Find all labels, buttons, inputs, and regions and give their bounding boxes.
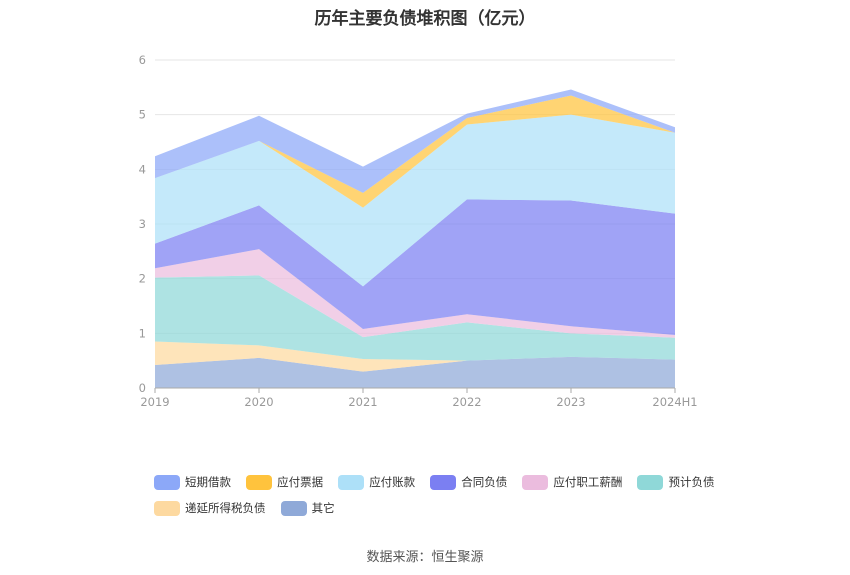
legend-label: 其它 — [311, 501, 335, 515]
legend-item-short-term-loans[interactable]: 短期借款 — [154, 472, 231, 492]
area-series — [155, 341, 675, 372]
x-tick-label: 2021 — [348, 395, 377, 409]
area-series — [155, 249, 675, 338]
data-source: 数据来源：恒生聚源 — [366, 550, 484, 565]
legend: 短期借款 应付票据 应付账款 合同负债 应付职工薪酬 预计负债 递延所得税负债 … — [154, 472, 734, 524]
x-tick-label: 2019 — [140, 395, 169, 409]
legend-label: 应付职工薪酬 — [553, 475, 623, 489]
chart-title: 历年主要负债堆积图（亿元） — [314, 9, 536, 29]
y-tick-label: 6 — [139, 53, 146, 67]
legend-label: 应付账款 — [369, 475, 416, 489]
legend-swatch — [246, 474, 273, 490]
x-tick-label: 2020 — [244, 395, 273, 409]
y-tick-label: 0 — [139, 381, 146, 395]
y-tick-label: 3 — [139, 217, 146, 231]
legend-label: 短期借款 — [185, 475, 231, 489]
legend-label: 递延所得税负债 — [185, 501, 266, 515]
legend-swatch — [637, 474, 664, 490]
x-tick-label: 2023 — [556, 395, 585, 409]
area-series — [155, 199, 675, 335]
legend-swatch — [522, 474, 549, 490]
x-tick-label: 2024H1 — [652, 395, 697, 409]
legend-label: 应付票据 — [277, 475, 324, 489]
y-tick-label: 1 — [139, 326, 146, 340]
legend-item-notes-payable[interactable]: 应付票据 — [246, 472, 323, 492]
stacked-area-chart: 0 1 2 3 4 5 6 2019 2020 2021 2022 2023 2024H1 — [139, 53, 698, 409]
y-tick-label: 2 — [139, 272, 146, 286]
legend-swatch — [280, 500, 307, 516]
legend-item-deferred-tax-liabilities[interactable]: 递延所得税负债 — [154, 498, 266, 518]
legend-swatch — [154, 500, 180, 516]
legend-swatch — [338, 474, 365, 490]
legend-item-contract-liabilities[interactable]: 合同负债 — [430, 472, 507, 492]
x-tick-label: 2022 — [452, 395, 481, 409]
legend-item-accounts-payable[interactable]: 应付账款 — [338, 472, 415, 492]
legend-item-employee-payables[interactable]: 应付职工薪酬 — [522, 472, 622, 492]
legend-label: 预计负债 — [668, 475, 715, 489]
legend-item-other[interactable]: 其它 — [280, 498, 335, 518]
area-series — [155, 114, 675, 287]
area-series — [155, 356, 675, 388]
y-tick-label: 5 — [139, 108, 146, 122]
area-series — [155, 275, 675, 361]
area-series — [155, 89, 675, 193]
y-tick-label: 4 — [139, 162, 146, 176]
legend-swatch — [430, 474, 457, 490]
legend-swatch — [154, 474, 180, 490]
legend-item-estimated-liabilities[interactable]: 预计负债 — [637, 472, 714, 492]
legend-label: 合同负债 — [461, 475, 508, 489]
